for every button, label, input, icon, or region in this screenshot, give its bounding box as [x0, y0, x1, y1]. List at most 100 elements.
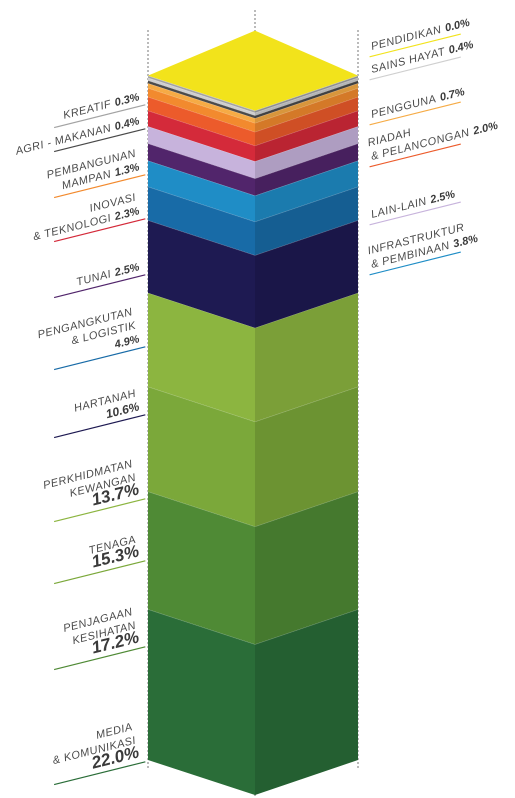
segment	[147, 96, 359, 146]
segment-name: KREATIF	[62, 98, 113, 122]
segment	[147, 125, 359, 179]
segment-left-face	[148, 75, 255, 113]
segment-label: INFRASTRUKTUR& PEMBINAAN 3.8%	[366, 222, 479, 276]
segment-left-face	[148, 491, 255, 645]
segment-shade	[255, 160, 358, 222]
segment-shade	[255, 110, 358, 162]
segment-left-face	[148, 96, 255, 146]
segment-shade	[255, 77, 358, 116]
segment-shade	[255, 126, 358, 179]
segment-shade	[255, 491, 358, 645]
label-underline	[53, 174, 146, 199]
segment-value: 3.8%	[452, 233, 479, 251]
segment	[147, 292, 359, 422]
segment-shade	[255, 609, 358, 795]
segment	[147, 386, 359, 527]
segment-left-face	[148, 292, 255, 422]
label-underline	[53, 414, 146, 439]
segment-right-face	[255, 220, 358, 328]
segment-value: 0.0%	[444, 17, 471, 35]
segment-left-face	[148, 83, 255, 124]
segment-right-face	[255, 110, 358, 162]
segment-right-face	[255, 160, 358, 222]
label-underline	[53, 761, 146, 786]
segment-shade	[255, 143, 358, 196]
segment	[147, 77, 359, 116]
segment-left-face	[148, 77, 255, 116]
label-underline	[53, 498, 146, 523]
segment-right-face	[255, 77, 358, 116]
segment-value: 2.0%	[471, 120, 499, 138]
segment-left-face	[148, 143, 255, 196]
segment-right-face	[255, 491, 358, 645]
label-underline	[369, 56, 461, 81]
segment	[147, 80, 359, 119]
label-underline	[369, 251, 461, 276]
segment-name: & TEKNOLOGI	[32, 212, 113, 243]
segment-shade	[255, 75, 358, 113]
segment-shade	[255, 96, 358, 146]
segment-shade	[255, 220, 358, 328]
segment-label: LAIN-LAIN 2.5%	[369, 188, 461, 226]
segment-label: PENGGUNA 0.7%	[369, 86, 466, 126]
segment-right-face	[255, 186, 358, 256]
segment	[147, 82, 359, 124]
segment	[147, 219, 359, 328]
segment-right-face	[255, 126, 358, 179]
label-underline	[53, 274, 146, 299]
segment	[147, 608, 359, 795]
segment-left-face	[148, 386, 255, 527]
segment	[147, 87, 359, 132]
segment-label: TUNAI 2.5%	[53, 261, 146, 299]
segment-left-face	[148, 110, 255, 162]
segment-left-face	[148, 186, 255, 256]
segment-right-face	[255, 386, 358, 527]
label-underline	[53, 346, 146, 371]
label-underline	[53, 128, 146, 153]
segment-value: 0.4%	[447, 39, 474, 57]
segment-right-face	[255, 80, 358, 119]
segment-left-face	[148, 80, 255, 119]
label-underline	[53, 104, 146, 129]
segment	[147, 491, 359, 645]
segment-left-face	[148, 88, 255, 132]
label-underline	[53, 560, 146, 585]
segment-name: AGRI - MAKANAN	[13, 122, 112, 158]
segment-label: INOVASI& TEKNOLOGI 2.3%	[32, 192, 146, 243]
segment-value: 1.3%	[113, 161, 140, 179]
segment	[147, 186, 359, 256]
segment-shade	[255, 186, 358, 256]
label-underline	[53, 218, 146, 243]
segment-value: 0.4%	[113, 115, 140, 133]
segment-left-face	[148, 609, 255, 795]
segment-shade	[255, 292, 358, 422]
segment-shade	[255, 80, 358, 119]
segment-right-face	[255, 83, 358, 124]
segment-right-face	[255, 143, 358, 196]
segment-left-face	[148, 220, 255, 328]
segment-left-face	[148, 160, 255, 222]
segment-right-face	[255, 292, 358, 422]
segment-right-face	[255, 88, 358, 132]
segment-value: 0.7%	[439, 86, 466, 104]
column	[147, 30, 359, 795]
column-top	[148, 30, 358, 111]
segment-left-face	[148, 126, 255, 179]
segment	[147, 75, 359, 113]
label-underline	[369, 101, 461, 126]
segment-name: TUNAI	[75, 268, 112, 288]
segment-right-face	[255, 96, 358, 146]
segment-right-face	[255, 609, 358, 795]
segment-label: KREATIF 0.3%	[53, 91, 146, 129]
segment	[147, 110, 359, 162]
segment-shade	[255, 88, 358, 132]
label-underline	[369, 143, 461, 168]
segment-right-face	[255, 75, 358, 113]
